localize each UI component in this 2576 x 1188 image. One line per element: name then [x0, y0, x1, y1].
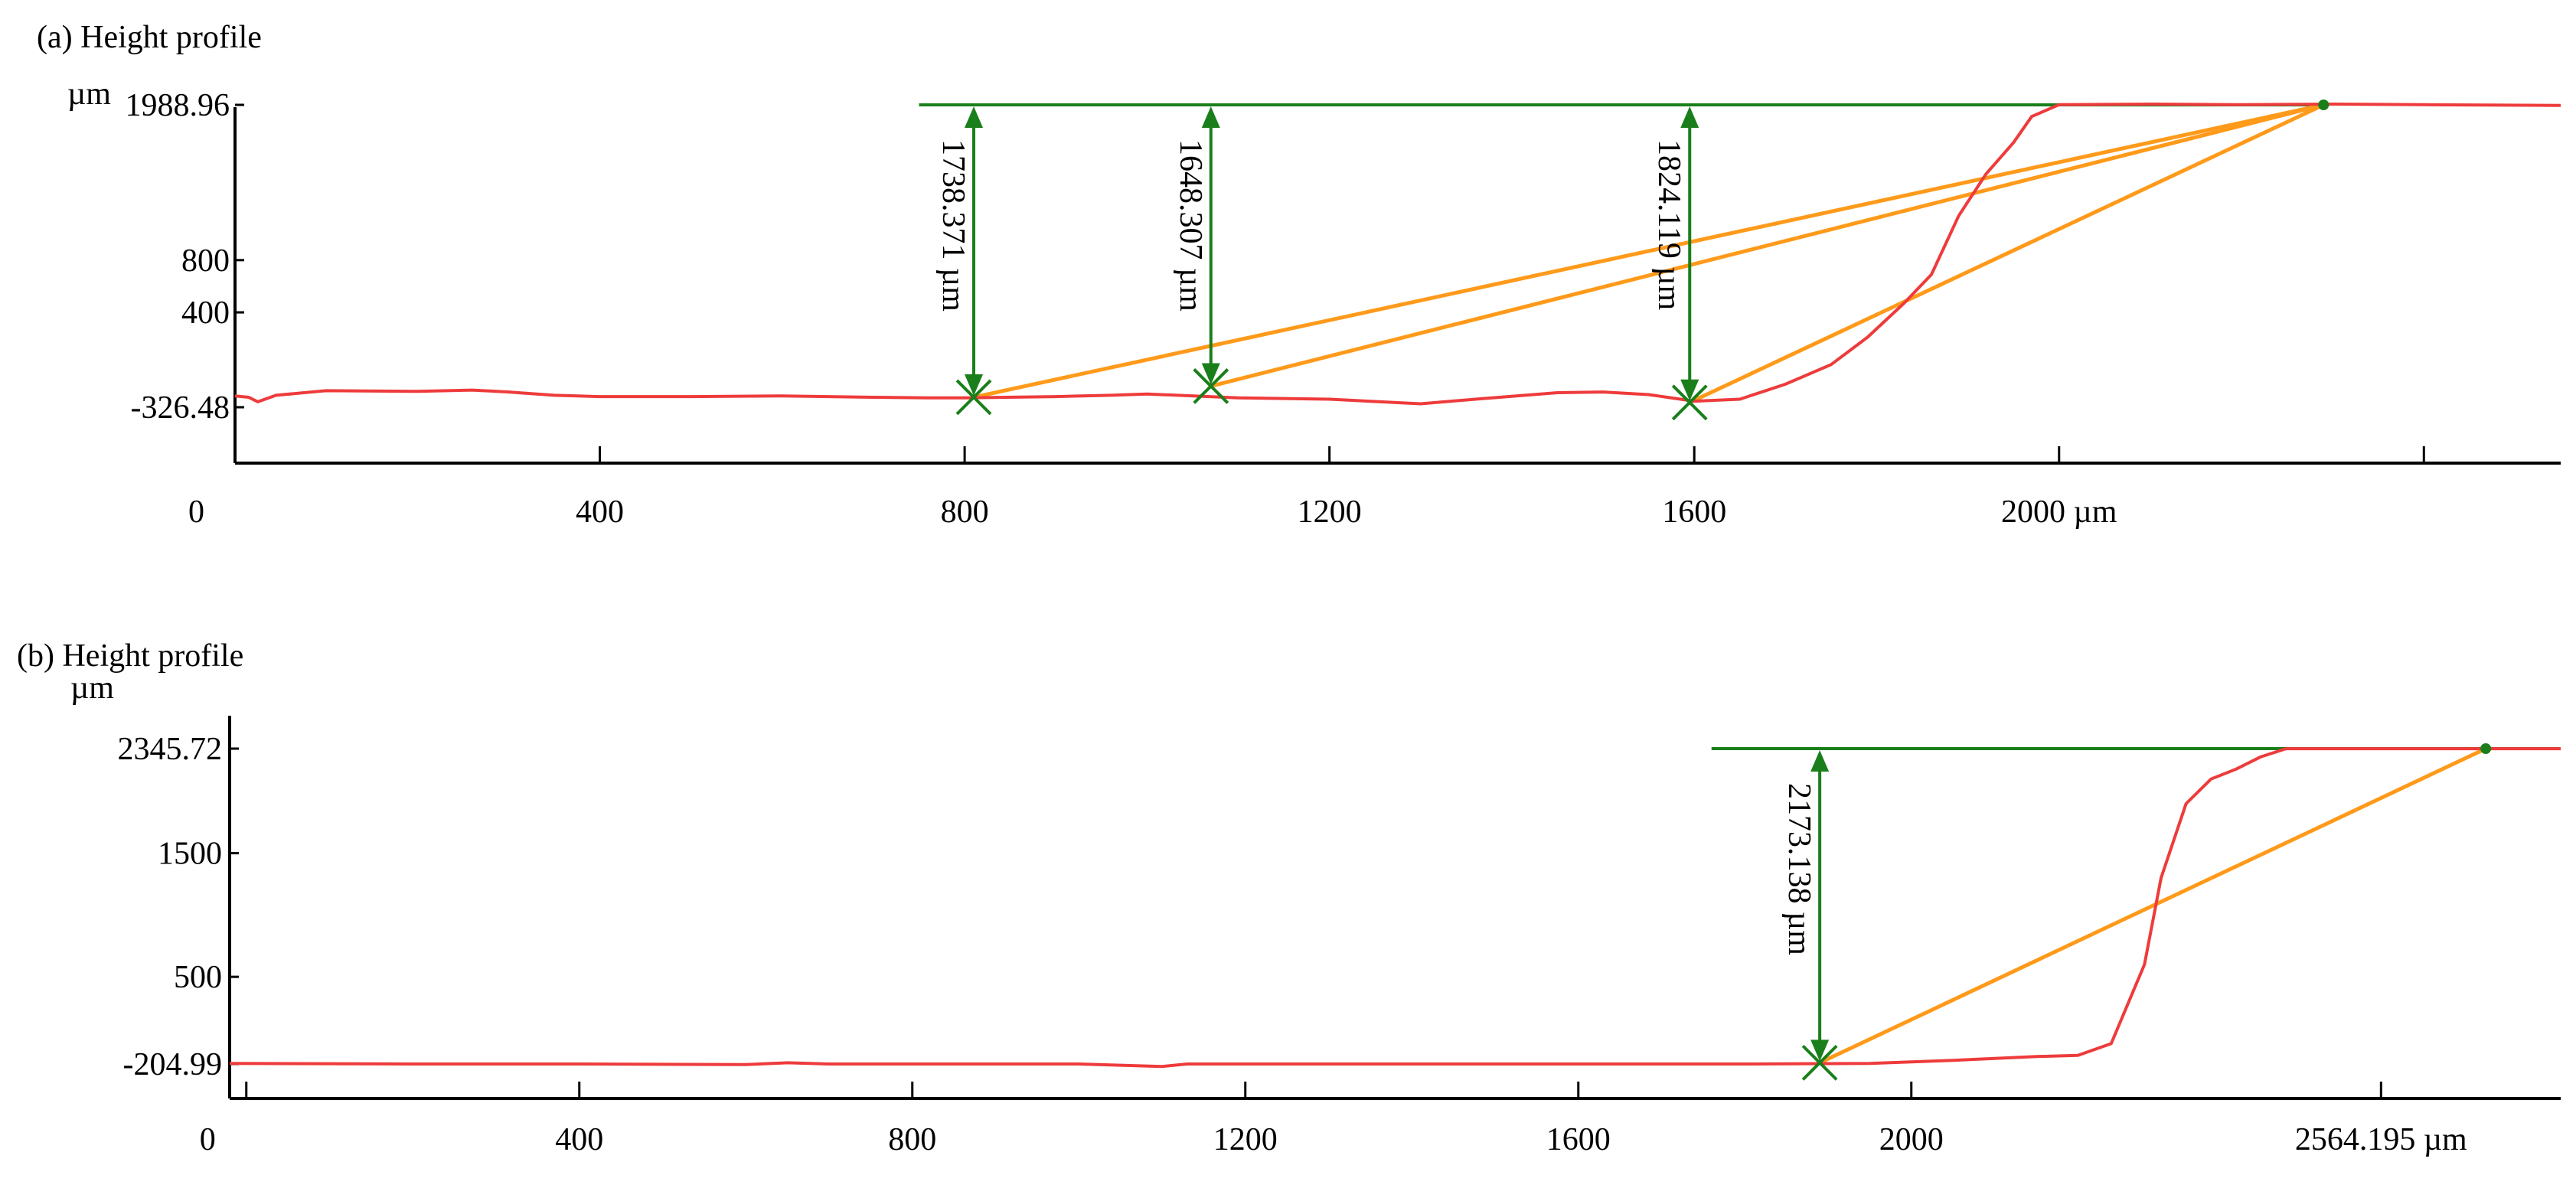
panel-b-measure-label: 2173.138 µm [1781, 783, 1817, 955]
panel-b-y-tick-label: 1500 [158, 837, 222, 872]
panel-a-y-tick-label: 800 [181, 243, 230, 279]
panel-b-marks: 2173.138 µm [229, 743, 2561, 1081]
panel-b-x-tick-label: 2564.195 µm [2295, 1122, 2467, 1157]
panel-a-x-tick-label: 400 [576, 494, 624, 530]
panel-a-measure-arrowhead-down [1680, 379, 1699, 401]
panel-a-measure-point-marker [1671, 384, 1708, 421]
panel-a-axes: 1988.96 800 400 -326.48 0 400 800 1200 1600 2000 … [126, 88, 2561, 530]
panel-a-title: (a) Height profile [37, 20, 262, 55]
panel-a-y-tick-label: 400 [181, 295, 230, 331]
panel-b-measure-arrowhead-up [1810, 750, 1830, 772]
panel-a-y-tick-label: 1988.96 [126, 88, 230, 123]
panel-a-x-tick-label: 0 [188, 494, 204, 530]
panel-b-x-tick-label: 0 [200, 1122, 216, 1157]
panel-b-title: (b) Height profile [17, 638, 243, 674]
panel-a-measure-point-marker [1193, 368, 1229, 404]
panel-b-y-tick-label: -204.99 [123, 1047, 223, 1082]
panel-a-x-tick-label: 1600 [1662, 494, 1726, 530]
panel-a-x-tick-label: 800 [941, 494, 989, 530]
panel-a-measure-label: 1738.371 µm [935, 139, 971, 312]
panel-a-chord-line [1689, 103, 2325, 405]
panel-b-height-profile: (b) Height profile µm 2345.72 1500 500 -204… [17, 638, 2561, 1157]
panel-a-height-profile: (a) Height profile µm 1988.96 800 400 -326.… [37, 20, 2561, 530]
panel-b-profile-line [229, 747, 2561, 1069]
panel-a-y-unit: µm [67, 77, 111, 112]
panel-a-chord-line [1210, 103, 2324, 388]
panel-a-x-tick-label: 2000 µm [2001, 494, 2117, 530]
panel-a-chord-line [973, 103, 2324, 400]
panel-a-measure-arrowhead-up [965, 106, 984, 128]
panel-b-x-tick-label: 400 [555, 1122, 603, 1157]
panel-b-chord-end-marker [2480, 743, 2492, 754]
panel-b-chord-line [1819, 746, 2487, 1065]
panel-a-measure-arrowhead-up [1680, 106, 1699, 128]
panel-a-measure-arrowhead-up [1201, 106, 1220, 128]
panel-b-x-tick-label: 1600 [1546, 1122, 1611, 1157]
panel-b-x-tick-label: 2000 [1879, 1122, 1944, 1157]
panel-a-measure-label: 1824.119 µm [1651, 139, 1686, 311]
panel-b-x-tick-label: 1200 [1213, 1122, 1278, 1157]
panel-a-y-tick-label: -326.48 [131, 390, 230, 426]
panel-a-profile-line [234, 103, 2561, 406]
panel-b-y-tick-label: 500 [174, 960, 222, 995]
panel-a-chord-end-marker [2318, 100, 2330, 110]
panel-b-axes: 2345.72 1500 500 -204.99 0 400 800 1200 1600 2000… [118, 716, 2561, 1157]
panel-b-y-tick-label: 2345.72 [118, 732, 223, 767]
panel-b-measure-arrowhead-down [1810, 1040, 1830, 1062]
panel-a-measure-label: 1648.307 µm [1173, 139, 1208, 312]
panel-a-measure-arrowhead-down [1201, 363, 1220, 385]
panel-b-y-unit: µm [70, 671, 114, 706]
panel-a-measure-point-marker [955, 379, 992, 416]
panel-a-x-tick-label: 1200 [1298, 494, 1362, 530]
panel-a-marks: 1738.371 µm 1648.307 µm 1824.119 µm [234, 100, 2561, 421]
panel-b-x-tick-label: 800 [888, 1122, 936, 1157]
panel-b-measure-point-marker [1801, 1044, 1838, 1081]
panel-a-measure-arrowhead-down [965, 374, 984, 396]
